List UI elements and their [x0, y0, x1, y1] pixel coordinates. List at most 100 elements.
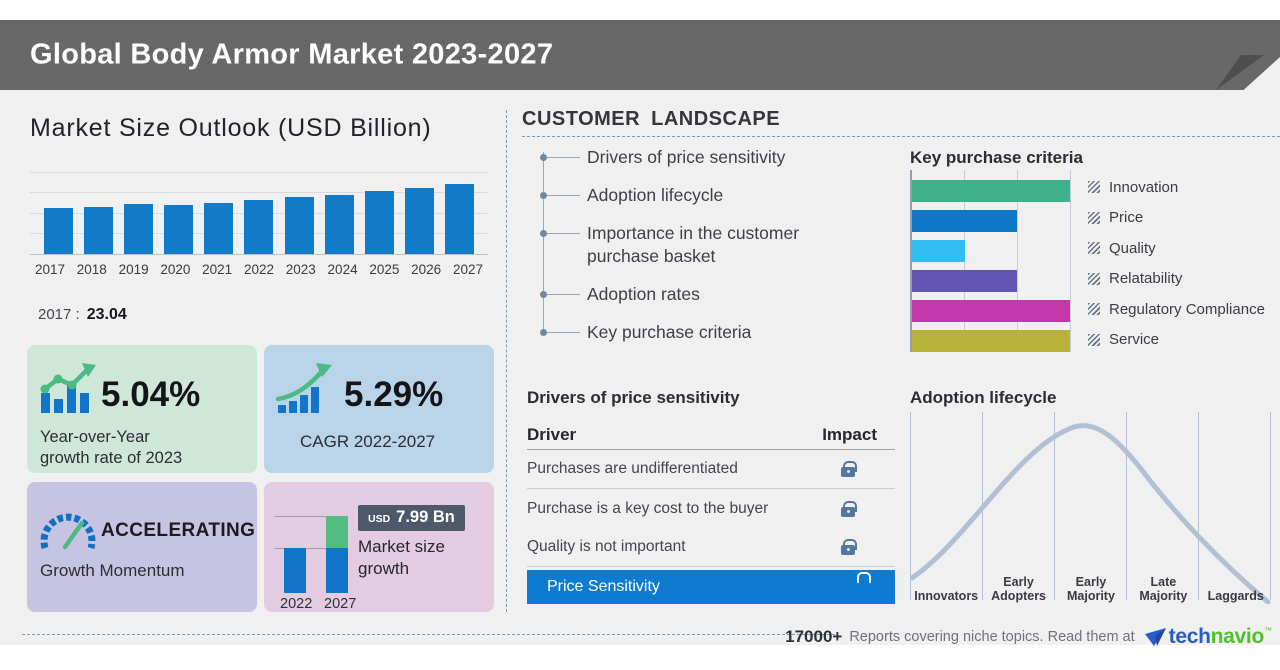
price-sensitivity-highlight-row: Price Sensitivity — [527, 570, 895, 604]
base-year-label: 2017 : — [38, 306, 80, 323]
growth-momentum-card: ACCELERATING Growth Momentum — [27, 482, 257, 612]
axis-baseline — [30, 254, 488, 255]
lock-icon — [835, 578, 855, 596]
cagr-card: 5.29% CAGR 2022-2027 — [264, 345, 494, 473]
market-size-bar — [124, 204, 154, 254]
gridline — [910, 412, 911, 600]
adoption-segment-label: Late Majority — [1139, 574, 1188, 604]
lock-icon — [841, 461, 857, 477]
legend-item: Quality — [1088, 237, 1265, 259]
table-rows: Purchases are undifferentiated Purchase i… — [527, 450, 895, 567]
legend-label: Price — [1109, 209, 1144, 226]
year-tick-label: 2019 — [118, 262, 149, 277]
page-title: Global Body Armor Market 2023-2027 — [30, 38, 554, 71]
yoy-growth-card: 5.04% Year-over-Year growth rate of 2023 — [27, 345, 257, 473]
brand-tech: tech — [1168, 625, 1211, 648]
market-size-bar — [204, 202, 234, 254]
yoy-label: Year-over-Year growth rate of 2023 — [40, 428, 183, 468]
 — [841, 500, 857, 517]
legend-hatch-icon — [1088, 242, 1100, 254]
year-label: 2022 — [280, 596, 313, 612]
yoy-value: 5.04% — [101, 375, 201, 414]
kpc-chart — [910, 170, 1072, 352]
technavio-logo: tech navio ™ — [1144, 625, 1272, 649]
legend-item: Innovation — [1088, 176, 1265, 198]
adoption-segment-label: Innovators — [914, 589, 979, 604]
market-size-growth-card: 2022 2027 USD 7.99 Bn Market size growth — [264, 482, 494, 612]
landscape-connector-line — [543, 152, 544, 336]
momentum-label: Growth Momentum — [40, 561, 185, 580]
year-tick-label: 2021 — [202, 262, 233, 277]
footer-text: Reports covering niche topics. Read them… — [849, 629, 1135, 645]
kpc-bars — [912, 180, 1072, 352]
legend-label: Service — [1109, 331, 1160, 348]
year-tick-label: 2024 — [327, 262, 358, 277]
legend-label: Quality — [1109, 239, 1156, 257]
connector-line — [547, 195, 580, 197]
adoption-segment-label: Laggards — [1207, 589, 1264, 604]
customer-landscape-list: Drivers of price sensitivity Adoption lif… — [540, 146, 842, 345]
gridline — [30, 192, 488, 193]
adoption-lifecycle-title: Adoption lifecycle — [910, 388, 1057, 407]
impact-column-header: Impact — [822, 424, 877, 444]
landscape-item: Adoption lifecycle — [540, 184, 842, 207]
driver-label: Purchases are undifferentiated — [527, 460, 738, 477]
gridline — [1198, 412, 1199, 600]
base-year-callout: 2017 : 23.04 — [38, 306, 127, 324]
gridline — [274, 548, 348, 550]
year-label: 2027 — [324, 596, 357, 612]
gridline — [30, 172, 488, 173]
legend-hatch-icon — [1088, 272, 1100, 285]
vertical-dashed-separator — [506, 110, 507, 612]
item-connector — [540, 154, 580, 161]
adoption-segment-label: Early Majority — [1067, 574, 1115, 604]
growth-label: Market size growth — [358, 537, 445, 579]
horizontal-dashed-separator — [522, 136, 1280, 137]
lock-icon — [841, 500, 857, 517]
kpc-axis — [910, 170, 912, 352]
cagr-label: CAGR 2022-2027 — [300, 432, 436, 451]
bar-trend-icon — [40, 363, 96, 413]
kpc-bar — [912, 180, 1070, 202]
market-size-bar — [404, 187, 434, 254]
cagr-value: 5.29% — [344, 375, 444, 414]
gridline — [1126, 412, 1127, 600]
table-row: Purchase is a key cost to the buyer — [527, 489, 895, 528]
year-tick-label: 2026 — [411, 262, 442, 277]
legend-label: Relatability — [1109, 270, 1183, 287]
bar-2027-growth — [326, 516, 348, 549]
legend-item: Relatability — [1088, 268, 1265, 290]
item-connector — [540, 291, 580, 299]
highlight-label: Price Sensitivity — [547, 578, 660, 595]
gridline — [1054, 412, 1055, 600]
 — [841, 461, 857, 477]
kpc-bar — [912, 330, 1070, 352]
landscape-item: Adoption rates — [540, 283, 842, 306]
landscape-item: Key purchase criteria — [540, 321, 842, 344]
header-band: Global Body Armor Market 2023-2027 — [0, 20, 1280, 90]
growth-mini-chart: 2022 2027 — [272, 490, 358, 612]
content-area: Market Size Outlook (USD Billion) 2017 20… — [0, 90, 1280, 645]
market-size-bar — [444, 183, 474, 254]
item-connector — [540, 230, 580, 238]
bullet-dot-icon — [540, 154, 547, 161]
bullet-dot-icon — [540, 329, 547, 337]
kpc-bar — [912, 240, 965, 262]
market-size-labels: 2017 2018 2019 2020 2021 2022 2023 2024 2025 2026… — [30, 262, 488, 277]
landscape-item-label: Key purchase criteria — [587, 322, 752, 343]
landscape-item-label: Importance in the customer purchase bask… — [587, 223, 800, 267]
gridline — [1070, 170, 1071, 352]
year-tick-label: 2018 — [76, 262, 107, 277]
gridline — [1270, 412, 1271, 600]
table-header: Driver Impact — [527, 420, 895, 450]
landscape-item-label: Adoption rates — [587, 284, 700, 305]
gridline — [274, 516, 348, 518]
kpc-legend: Innovation Price Quality Relatability Regula… — [1088, 176, 1265, 351]
price-sensitivity-title: Drivers of price sensitivity — [527, 388, 740, 407]
technavio-mark-icon — [1144, 628, 1166, 646]
year-tick-label: 2027 — [452, 262, 483, 277]
customer-landscape-title: CUSTOMER LANDSCAPE — [522, 108, 781, 130]
landscape-item-label: Drivers of price sensitivity — [587, 147, 786, 167]
driver-label: Purchase is a key cost to the buyer — [527, 499, 769, 517]
